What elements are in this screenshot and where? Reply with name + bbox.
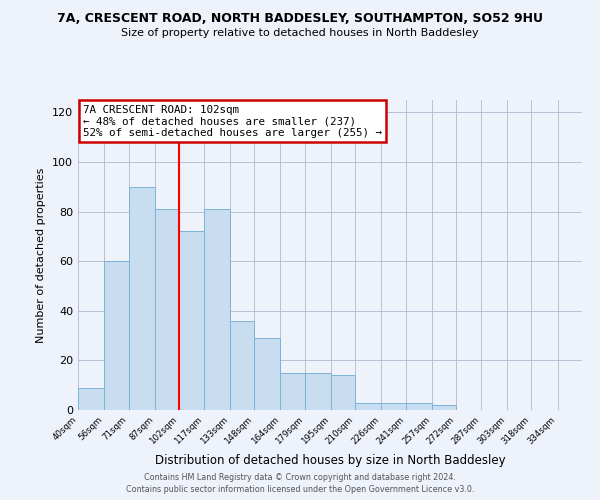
Bar xyxy=(203,209,230,410)
Text: Size of property relative to detached houses in North Baddesley: Size of property relative to detached ho… xyxy=(121,28,479,38)
Text: 7A, CRESCENT ROAD, NORTH BADDESLEY, SOUTHAMPTON, SO52 9HU: 7A, CRESCENT ROAD, NORTH BADDESLEY, SOUT… xyxy=(57,12,543,26)
Bar xyxy=(382,402,406,410)
Bar xyxy=(155,209,179,410)
Y-axis label: Number of detached properties: Number of detached properties xyxy=(37,168,46,342)
Text: Contains HM Land Registry data © Crown copyright and database right 2024.: Contains HM Land Registry data © Crown c… xyxy=(144,472,456,482)
Text: Contains public sector information licensed under the Open Government Licence v3: Contains public sector information licen… xyxy=(126,485,474,494)
Bar xyxy=(280,373,305,410)
Bar xyxy=(104,261,128,410)
Bar xyxy=(230,320,254,410)
Bar xyxy=(355,402,382,410)
Bar xyxy=(305,373,331,410)
Bar xyxy=(179,232,203,410)
Bar xyxy=(406,402,432,410)
X-axis label: Distribution of detached houses by size in North Baddesley: Distribution of detached houses by size … xyxy=(155,454,505,467)
Text: 7A CRESCENT ROAD: 102sqm
← 48% of detached houses are smaller (237)
52% of semi-: 7A CRESCENT ROAD: 102sqm ← 48% of detach… xyxy=(83,104,382,138)
Bar xyxy=(432,405,457,410)
Bar xyxy=(78,388,104,410)
Bar xyxy=(254,338,280,410)
Bar xyxy=(128,187,155,410)
Bar xyxy=(331,376,355,410)
